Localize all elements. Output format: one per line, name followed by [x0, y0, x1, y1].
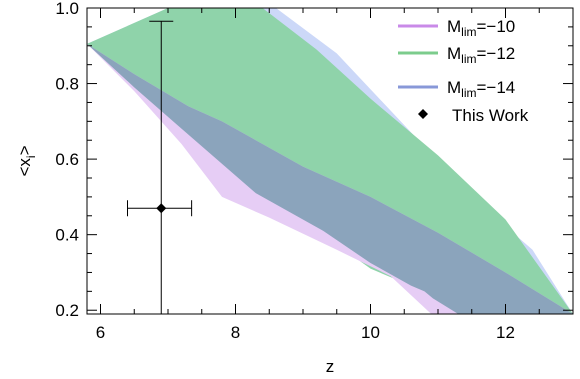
legend-label-mlim-14: Mlim=−14: [447, 78, 515, 100]
y-axis: 0.2 0.4 0.6 0.8 1.0: [55, 0, 573, 320]
legend-label-mlim-12: Mlim=−12: [447, 44, 515, 66]
y-tick-label: 0.2: [55, 301, 79, 320]
x-axis: 6 8 10 12: [96, 8, 574, 342]
x-tick-label: 12: [496, 323, 515, 342]
y-tick-label: 0.8: [55, 75, 79, 94]
x-tick-label: 8: [231, 323, 240, 342]
legend: Mlim=−10 Mlim=−12 Mlim=−14 This Work: [398, 17, 529, 125]
y-tick-label: 1.0: [55, 0, 79, 18]
band-mlim-12: [87, 8, 573, 314]
y-tick-label: 0.4: [55, 226, 79, 245]
x-tick-label: 6: [96, 323, 105, 342]
y-axis-title: <xi>: [15, 145, 38, 176]
legend-marker-this-work: [418, 109, 428, 119]
legend-label-this-work: This Work: [452, 106, 529, 125]
legend-label-mlim-10: Mlim=−10: [447, 17, 515, 39]
plot-frame: [86, 7, 574, 315]
this-work-errorbars: [127, 20, 193, 314]
x-tick-label: 10: [361, 323, 380, 342]
y-tick-label: 0.6: [55, 150, 79, 169]
x-axis-title: z: [326, 357, 335, 376]
this-work-point: [156, 203, 167, 214]
